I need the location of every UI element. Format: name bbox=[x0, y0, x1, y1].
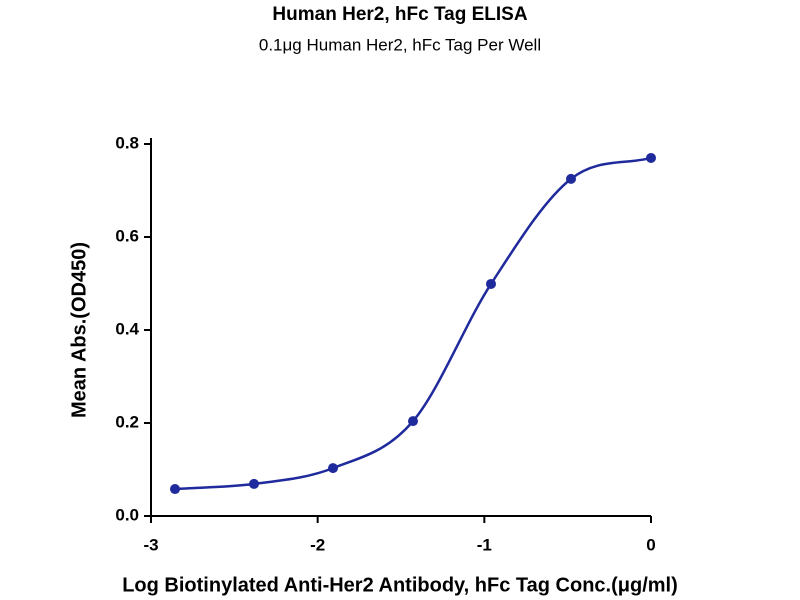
y-tick-label: 0.2 bbox=[115, 412, 139, 431]
data-point bbox=[170, 484, 180, 495]
y-tick-label: 0.0 bbox=[115, 505, 139, 524]
y-tick-label: 0.6 bbox=[115, 226, 139, 245]
chart-title: Human Her2, hFc Tag ELISA bbox=[272, 4, 527, 25]
y-axis-label: Mean Abs.(OD450) bbox=[68, 242, 90, 418]
data-point bbox=[566, 173, 576, 184]
x-tick-label: -1 bbox=[477, 535, 492, 554]
data-point bbox=[486, 278, 496, 289]
x-axis-label: Log Biotinylated Anti-Her2 Antibody, hFc… bbox=[122, 574, 678, 596]
y-tick-label: 0.4 bbox=[115, 319, 139, 338]
x-tick-label: -3 bbox=[143, 535, 158, 554]
chart-subtitle: 0.1μg Human Her2, hFc Tag Per Well bbox=[259, 35, 541, 54]
x-tick-label: -2 bbox=[310, 535, 325, 554]
fit-curve bbox=[174, 156, 652, 491]
data-point bbox=[249, 478, 259, 489]
x-tick-label: 0 bbox=[646, 535, 655, 554]
data-point bbox=[646, 152, 656, 163]
data-point bbox=[328, 463, 338, 474]
y-tick-label: 0.8 bbox=[115, 133, 139, 152]
data-point bbox=[408, 416, 418, 427]
